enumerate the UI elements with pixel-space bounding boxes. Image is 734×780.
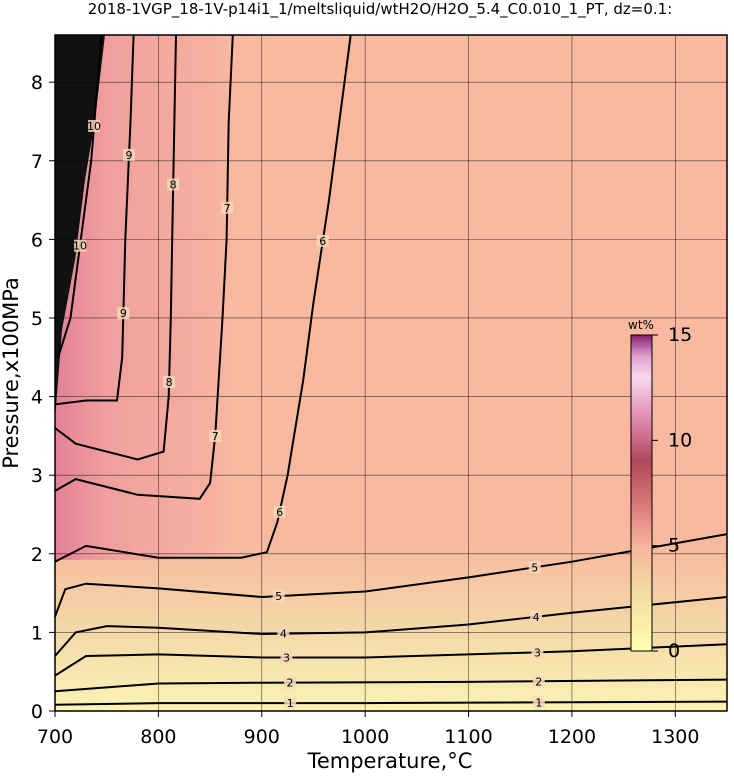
contour-label: 10 [87,120,101,133]
contour-label-bg [163,375,176,388]
x-tick-label: 1300 [651,726,699,748]
y-tick-label: 4 [31,387,43,409]
y-tick-label: 2 [31,544,43,566]
contour-label: 7 [224,202,231,215]
contour-label-bg [528,561,541,574]
contour-label: 7 [212,430,219,443]
y-axis-label: Pressure,x100MPa [0,277,23,469]
colorbar-tick-label: 10 [668,429,692,451]
x-axis-label: Temperature,°C [307,749,473,773]
contour-label: 1 [287,697,294,710]
y-tick-label: 6 [31,229,43,251]
colorbar-bar [630,334,653,652]
y-tick-label: 3 [31,465,43,487]
contour-line [54,678,728,693]
contour-label: 6 [276,506,283,519]
contour-label: 3 [283,652,290,665]
contour-label-bg [532,696,545,709]
high-water-shading [55,35,400,560]
x-tick-label: 900 [244,726,280,748]
colorbar-label: wt% [628,318,654,332]
contour-label: 10 [73,240,87,253]
contour-line [57,34,103,358]
contour-label-bg [117,307,130,320]
plot-area [55,35,727,711]
y-tick-label: 5 [31,308,43,330]
contour-line [54,700,728,706]
contour-label-bg [277,627,290,640]
contour-label-bg [316,234,329,247]
contour-label: 8 [166,376,173,389]
y-tick-label: 0 [31,701,43,723]
contour-label-bg [221,201,234,214]
contour-label: 9 [120,307,127,320]
contour-label: 1 [535,696,542,709]
contour-label-bg [272,590,285,603]
contour-label-bg [530,610,543,623]
contour-label: 4 [280,628,287,641]
contour-label: 8 [170,178,177,191]
contour-label: 6 [319,235,326,248]
contour-label: 3 [534,646,541,659]
contour-label-bg [88,119,101,132]
plot-frame [54,34,728,712]
contour-label-bg [209,429,222,442]
contour-label-bg [531,646,544,659]
chart-title: 2018-1VGP_18-1V-p14i1_1/meltsliquid/wtH2… [88,0,673,19]
colorbar-tick-label: 0 [668,640,680,662]
x-tick-label: 1100 [444,726,492,748]
contour-label: 2 [535,675,542,688]
y-tick-label: 8 [31,72,43,94]
contours: 1 1 2 2 3 3 4 4 5 5 6 6 7 7 8 8 9 9 10 10 [54,34,728,710]
contour-label: 5 [275,590,282,603]
contour-label-bg [284,676,297,689]
contour-line [54,34,177,461]
contour-line [54,34,352,563]
contour-label: 5 [531,561,538,574]
contour-line [54,643,728,677]
contour-label: 4 [533,611,540,624]
colorbar: wt% 0 5 10 15 [628,318,692,662]
x-tick-label: 700 [37,726,73,748]
contour-label-bg [280,651,293,664]
contour-label: 9 [126,149,133,162]
contour-label: 2 [287,677,294,690]
colorbar-tick-label: 5 [668,535,680,557]
x-tick-label: 1200 [548,726,596,748]
contour-label-bg [532,675,545,688]
contour-label-bg [273,505,286,518]
x-tick-label: 1000 [341,726,389,748]
contour-label-bg [284,697,297,710]
y-tick-label: 1 [31,622,43,644]
contour-line [54,34,234,500]
contour-label-bg [123,148,136,161]
contour-label-bg [74,239,87,252]
x-tick-label: 800 [140,726,176,748]
contour-label-bg [167,178,180,191]
colorbar-tick-label: 15 [668,324,692,346]
y-tick-label: 7 [31,151,43,173]
contour-line [54,34,135,406]
